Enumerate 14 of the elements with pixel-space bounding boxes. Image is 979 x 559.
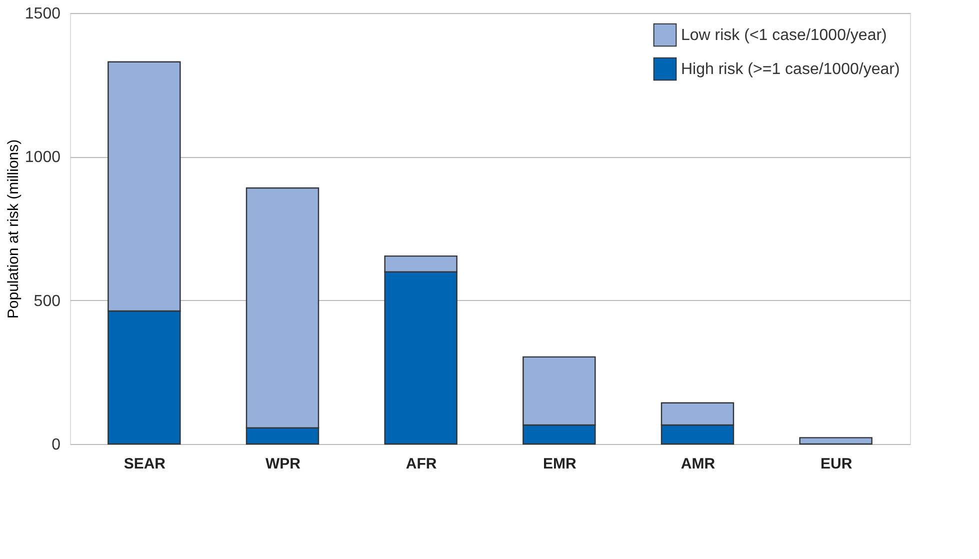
y-tick-label: 1500 [24,6,61,22]
bar [799,437,872,445]
y-tick-label: 0 [52,436,61,454]
x-tick-label: WPR [266,456,301,472]
x-tick-label: AMR [680,456,716,472]
y-tick-label: 1000 [24,149,61,166]
x-tick-label: AFR [406,456,437,472]
x-tick-label: EUR [820,456,852,472]
legend-label: Low risk (<1 case/1000/year) [681,27,887,44]
y-tick-label: 500 [34,292,61,310]
x-tick-label: SEAR [124,456,166,472]
legend-label: High risk (>=1 case/1000/year) [681,61,900,78]
y-axis-title: Population at risk (millions) [4,139,22,319]
x-tick-label: EMR [542,456,576,472]
